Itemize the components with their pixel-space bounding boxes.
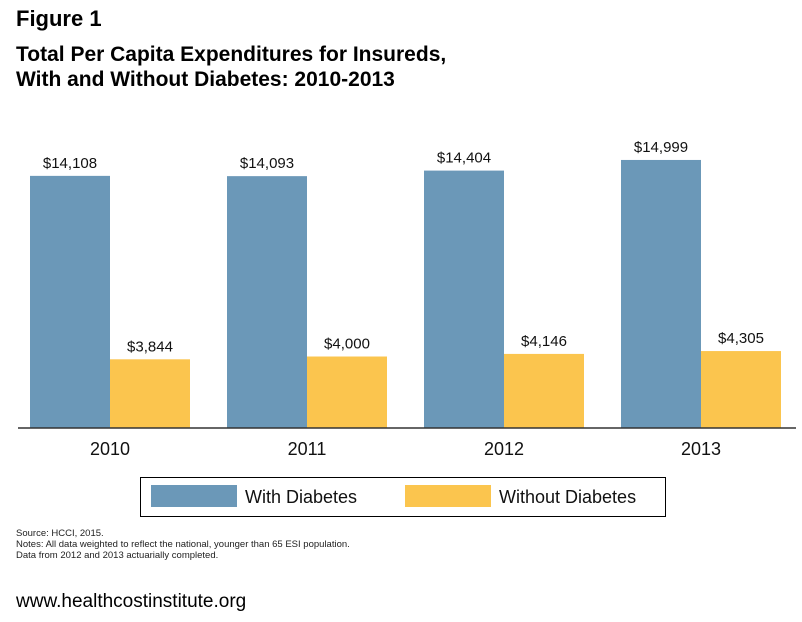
bar-chart: $14,108 $3,844 2010 $14,093 $4,000 2011 $14,40… (18, 139, 796, 459)
notes-text: Notes: All data weighted to reflect the … (16, 539, 350, 550)
x-tick-label-2011: 2011 (288, 439, 327, 459)
website-url: www.healthcostinstitute.org (16, 591, 247, 612)
data-label-with-diabetes-2010: $14,108 (43, 155, 97, 172)
data-label-without-diabetes-2011: $4,000 (324, 336, 370, 353)
legend-swatch-without-diabetes (405, 485, 491, 507)
chart-legend: With Diabetes Without Diabetes (140, 477, 666, 517)
x-tick-label-2010: 2010 (90, 439, 130, 459)
bar-without-diabetes-2013 (701, 351, 781, 428)
data-label-without-diabetes-2010: $3,844 (127, 338, 173, 355)
bar-without-diabetes-2010 (110, 359, 190, 428)
x-tick-label-2012: 2012 (484, 439, 524, 459)
bar-with-diabetes-2011 (227, 176, 307, 428)
bar-with-diabetes-2010 (30, 175, 110, 428)
chart-title-line-1: Total Per Capita Expenditures for Insure… (16, 43, 447, 66)
source-note: Source: HCCI, 2015. (16, 528, 104, 539)
legend-swatch-with-diabetes (151, 485, 237, 507)
bar-with-diabetes-2012 (424, 170, 504, 428)
footnotes: Source: HCCI, 2015. Notes: All data weig… (16, 528, 350, 561)
chart-title-line-2: With and Without Diabetes: 2010-2013 (16, 68, 395, 91)
legend-label-without-diabetes: Without Diabetes (499, 487, 637, 507)
data-label-with-diabetes-2013: $14,999 (634, 139, 688, 156)
legend-label-with-diabetes: With Diabetes (245, 487, 358, 507)
data-label-with-diabetes-2012: $14,404 (437, 150, 491, 167)
x-tick-label-2013: 2013 (681, 439, 721, 459)
bar-without-diabetes-2011 (307, 356, 387, 428)
data-label-without-diabetes-2012: $4,146 (521, 333, 567, 350)
data-label-without-diabetes-2013: $4,305 (718, 330, 764, 347)
figure-label: Figure 1 (16, 6, 102, 31)
chart-title: Total Per Capita Expenditures for Insure… (16, 42, 446, 92)
bar-without-diabetes-2012 (504, 353, 584, 428)
data-note: Data from 2012 and 2013 actuarially comp… (16, 550, 219, 561)
data-label-with-diabetes-2011: $14,093 (240, 155, 294, 172)
bar-with-diabetes-2013 (621, 159, 701, 428)
